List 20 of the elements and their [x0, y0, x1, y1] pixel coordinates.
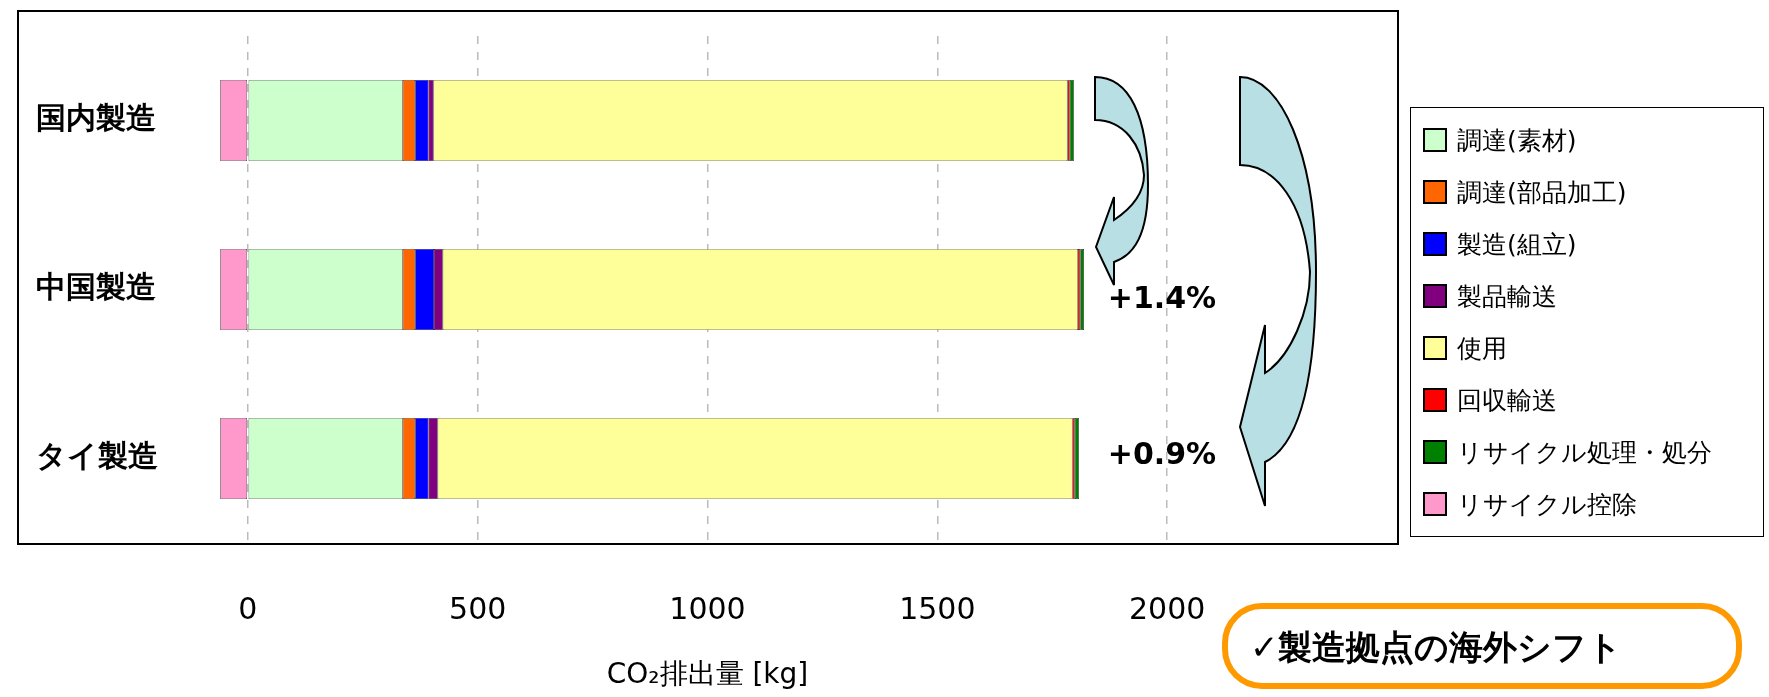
x-tick-label: 0 [238, 590, 258, 626]
y-tick-label: 中国製造 [36, 269, 156, 305]
y-tick-label: タイ製造 [36, 438, 158, 474]
legend-label: 調達(素材) [1457, 124, 1577, 157]
legend-label: 回収輸送 [1457, 384, 1557, 417]
legend-label: 使用 [1457, 332, 1507, 365]
legend-label: リサイクル処理・処分 [1457, 436, 1712, 469]
x-tick-label: 1000 [669, 590, 746, 626]
x-tick-label: 1500 [899, 590, 976, 626]
legend-label: リサイクル控除 [1457, 488, 1637, 521]
x-axis-title: CO₂排出量 [kg] [606, 657, 809, 691]
x-tick-label: 2000 [1128, 590, 1206, 626]
annotation: +1.4% [1107, 279, 1217, 315]
annotation: +0.9% [1107, 435, 1217, 471]
x-tick-label: 500 [449, 590, 507, 626]
legend-label: 調達(部品加工) [1457, 176, 1627, 209]
text: ✓製造拠点の海外シフト [1222, 603, 1742, 689]
legend-label: 製品輸送 [1457, 280, 1557, 313]
legend-label: 製造(組立) [1457, 228, 1577, 261]
y-tick-label: 国内製造 [36, 100, 156, 136]
